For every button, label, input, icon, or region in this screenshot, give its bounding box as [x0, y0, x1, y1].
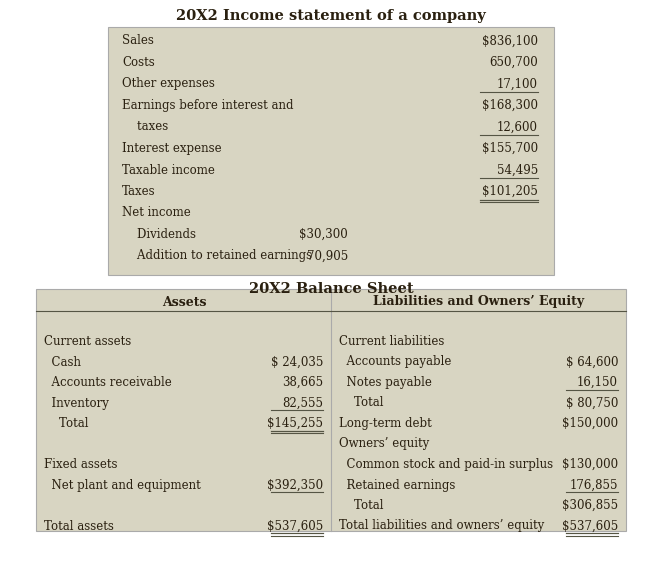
- Text: $130,000: $130,000: [562, 458, 618, 471]
- Text: Accounts payable: Accounts payable: [339, 356, 452, 369]
- Text: Total assets: Total assets: [44, 519, 114, 532]
- Text: Common stock and paid-in surplus: Common stock and paid-in surplus: [339, 458, 553, 471]
- Text: Net plant and equipment: Net plant and equipment: [44, 479, 201, 492]
- Text: $155,700: $155,700: [482, 142, 538, 155]
- Text: $ 64,600: $ 64,600: [566, 356, 618, 369]
- Text: $168,300: $168,300: [482, 99, 538, 112]
- Text: Total: Total: [44, 417, 88, 430]
- Text: $ 80,750: $ 80,750: [566, 396, 618, 409]
- Text: 82,555: 82,555: [282, 396, 323, 409]
- Text: Taxable income: Taxable income: [122, 163, 215, 176]
- Text: Other expenses: Other expenses: [122, 78, 215, 91]
- Text: $537,605: $537,605: [267, 519, 323, 532]
- Text: 70,905: 70,905: [307, 249, 348, 263]
- Text: 17,100: 17,100: [497, 78, 538, 91]
- Text: Total: Total: [339, 396, 383, 409]
- Text: Total: Total: [339, 499, 383, 512]
- Text: Total liabilities and owners’ equity: Total liabilities and owners’ equity: [339, 519, 544, 532]
- Text: Retained earnings: Retained earnings: [339, 479, 455, 492]
- Text: Interest expense: Interest expense: [122, 142, 221, 155]
- Text: Long-term debt: Long-term debt: [339, 417, 432, 430]
- Text: 650,700: 650,700: [489, 56, 538, 69]
- Text: Fixed assets: Fixed assets: [44, 458, 117, 471]
- Text: Costs: Costs: [122, 56, 154, 69]
- Text: Current assets: Current assets: [44, 335, 131, 348]
- Text: Notes payable: Notes payable: [339, 376, 432, 389]
- Text: $150,000: $150,000: [562, 417, 618, 430]
- Text: Earnings before interest and: Earnings before interest and: [122, 99, 294, 112]
- Text: Owners’ equity: Owners’ equity: [339, 438, 429, 451]
- Text: 176,855: 176,855: [570, 479, 618, 492]
- Text: Inventory: Inventory: [44, 396, 109, 409]
- Text: 16,150: 16,150: [577, 376, 618, 389]
- Text: Accounts receivable: Accounts receivable: [44, 376, 172, 389]
- FancyBboxPatch shape: [36, 289, 626, 531]
- Text: 12,600: 12,600: [497, 121, 538, 133]
- Text: $145,255: $145,255: [267, 417, 323, 430]
- Text: Current liabilities: Current liabilities: [339, 335, 444, 348]
- Text: Net income: Net income: [122, 206, 191, 219]
- Text: $306,855: $306,855: [562, 499, 618, 512]
- Text: Assets: Assets: [162, 295, 206, 308]
- Text: Liabilities and Owners’ Equity: Liabilities and Owners’ Equity: [373, 295, 585, 308]
- Text: 54,495: 54,495: [497, 163, 538, 176]
- Text: $537,605: $537,605: [562, 519, 618, 532]
- Text: Addition to retained earnings: Addition to retained earnings: [122, 249, 312, 263]
- Text: $392,350: $392,350: [267, 479, 323, 492]
- Text: Cash: Cash: [44, 356, 81, 369]
- Text: $ 24,035: $ 24,035: [271, 356, 323, 369]
- Text: 20X2 Income statement of a company: 20X2 Income statement of a company: [176, 9, 486, 23]
- Text: 38,665: 38,665: [282, 376, 323, 389]
- Text: $101,205: $101,205: [482, 185, 538, 198]
- Text: Dividends: Dividends: [122, 228, 196, 241]
- Text: taxes: taxes: [122, 121, 168, 133]
- Text: $836,100: $836,100: [482, 35, 538, 48]
- Text: 20X2 Balance Sheet: 20X2 Balance Sheet: [249, 282, 413, 296]
- Text: Taxes: Taxes: [122, 185, 156, 198]
- Text: $30,300: $30,300: [299, 228, 348, 241]
- Text: Sales: Sales: [122, 35, 154, 48]
- FancyBboxPatch shape: [108, 27, 554, 275]
